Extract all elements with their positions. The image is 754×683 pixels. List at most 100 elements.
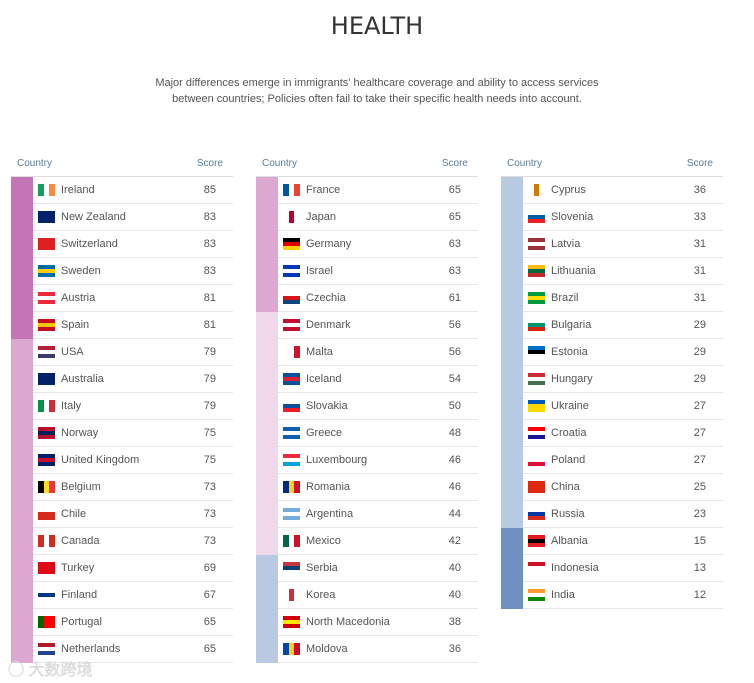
flag-icon (38, 589, 55, 601)
country-name: Luxembourg (306, 454, 368, 466)
country-name: Canada (61, 535, 100, 547)
tier-color-bar (256, 609, 278, 636)
country-name: Indonesia (551, 562, 599, 574)
flag-icon (38, 238, 55, 250)
tier-color-bar (256, 258, 278, 285)
country-name: Cyprus (551, 184, 586, 196)
country-score: 48 (448, 427, 461, 439)
flag-icon (528, 400, 545, 412)
table-row: India 12 (501, 582, 723, 609)
tier-color-bar (256, 204, 278, 231)
country-score: 65 (448, 184, 461, 196)
country-name: Netherlands (61, 643, 121, 655)
table-row: Ukraine 27 (501, 393, 723, 420)
tier-color-bar (501, 177, 523, 204)
table-row: Ireland 85 (11, 177, 233, 204)
tier-color-bar (256, 339, 278, 366)
country-name: Israel (306, 265, 333, 277)
table-row: Cyprus 36 (501, 177, 723, 204)
country-name: Iceland (306, 373, 342, 385)
country-score: 42 (448, 535, 461, 547)
country-name: Brazil (551, 292, 579, 304)
flag-icon (38, 454, 55, 466)
subtitle-line: Major differences emerge in immigrants' … (155, 77, 599, 89)
country-name: USA (61, 346, 84, 358)
tier-color-bar (501, 474, 523, 501)
tier-color-bar (11, 312, 33, 339)
country-name: Ireland (61, 184, 95, 196)
table-row: Romania 46 (256, 474, 478, 501)
country-header[interactable]: Country (262, 158, 298, 169)
country-score: 27 (693, 427, 706, 439)
flag-icon (38, 319, 55, 331)
flag-icon (38, 427, 55, 439)
flag-icon (38, 481, 55, 493)
country-name: Croatia (551, 427, 587, 439)
country-score: 40 (448, 562, 461, 574)
country-name: Slovenia (551, 211, 594, 223)
flag-icon (38, 346, 55, 358)
table-row: Poland 27 (501, 447, 723, 474)
country-name: Chile (61, 508, 87, 520)
table-row: Switzerland 83 (11, 231, 233, 258)
flag-icon (38, 211, 55, 223)
table-row: Latvia 31 (501, 231, 723, 258)
country-score: 27 (693, 400, 706, 412)
flag-icon (283, 562, 300, 574)
tier-color-bar (256, 393, 278, 420)
tier-color-bar (11, 636, 33, 663)
country-name: Slovakia (306, 400, 348, 412)
table-row: Italy 79 (11, 393, 233, 420)
tier-color-bar (501, 501, 523, 528)
country-score: 79 (203, 400, 216, 412)
flag-icon (283, 184, 300, 196)
country-score: 79 (203, 346, 216, 358)
tier-color-bar (501, 285, 523, 312)
table-row: Iceland 54 (256, 366, 478, 393)
score-header[interactable]: Score (686, 158, 713, 169)
table-row: Argentina 44 (256, 501, 478, 528)
flag-icon (528, 589, 545, 601)
table-row: Slovenia 33 (501, 204, 723, 231)
country-name: Germany (306, 238, 352, 250)
table-row: Belgium 73 (11, 474, 233, 501)
subtitle: Major differences emerge in immigrants' … (0, 75, 754, 107)
flag-icon (528, 481, 545, 493)
flag-icon (38, 508, 55, 520)
tier-color-bar (11, 204, 33, 231)
flag-icon (38, 292, 55, 304)
flag-icon (528, 562, 545, 574)
tier-color-bar (501, 420, 523, 447)
score-header[interactable]: Score (196, 158, 223, 169)
country-score: 38 (448, 616, 461, 628)
tier-color-bar (256, 312, 278, 339)
tier-color-bar (501, 366, 523, 393)
table-row: United Kingdom 75 (11, 447, 233, 474)
country-header[interactable]: Country (507, 158, 543, 169)
country-name: Mexico (306, 535, 341, 547)
flag-icon (528, 508, 545, 520)
tier-color-bar (11, 420, 33, 447)
country-name: Lithuania (551, 265, 596, 277)
country-name: Switzerland (61, 238, 118, 250)
table-row: Czechia 61 (256, 285, 478, 312)
score-header[interactable]: Score (441, 158, 468, 169)
country-score: 36 (448, 643, 461, 655)
flag-icon (528, 373, 545, 385)
tier-color-bar (501, 339, 523, 366)
table-row: Canada 73 (11, 528, 233, 555)
flag-icon (38, 265, 55, 277)
tier-color-bar (11, 285, 33, 312)
tier-color-bar (256, 447, 278, 474)
country-name: Moldova (306, 643, 348, 655)
country-name: Australia (61, 373, 104, 385)
country-header[interactable]: Country (17, 158, 53, 169)
country-name: Austria (61, 292, 96, 304)
table-row: Netherlands 65 (11, 636, 233, 663)
country-score: 12 (693, 589, 706, 601)
table-row: China 25 (501, 474, 723, 501)
country-score: 83 (203, 211, 216, 223)
flag-icon (283, 211, 300, 223)
table-row: New Zealand 83 (11, 204, 233, 231)
table-row: Chile 73 (11, 501, 233, 528)
